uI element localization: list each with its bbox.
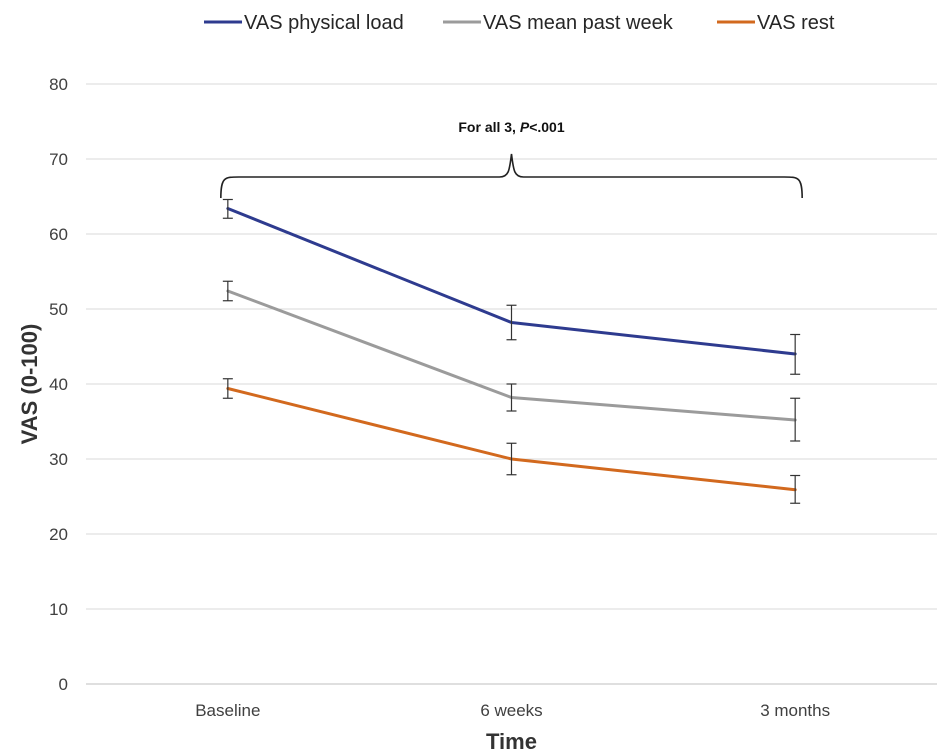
legend-item: VAS mean past week — [443, 12, 674, 34]
error-bar — [790, 333, 801, 375]
x-tick-label: Baseline — [195, 701, 260, 720]
series-1 — [222, 198, 801, 375]
y-tick-label-10: 10 — [49, 600, 68, 619]
legend-label: VAS rest — [757, 12, 835, 34]
error-bar — [506, 442, 517, 476]
error-bar — [222, 378, 233, 399]
legend-label: VAS mean past week — [483, 12, 674, 34]
error-bar — [506, 383, 517, 412]
significance-bracket: For all 3, P<.001 — [220, 119, 803, 199]
legend: VAS physical load VAS mean past week VAS r… — [204, 12, 835, 34]
y-tick-label-0: 0 — [59, 675, 68, 694]
error-bar — [790, 397, 801, 442]
y-tick-label-70: 70 — [49, 150, 68, 169]
annotation-prefix: For all 3, — [458, 119, 519, 135]
x-tick-label: 3 months — [760, 701, 830, 720]
series-3 — [222, 378, 801, 504]
x-tick-label: 6 weeks — [480, 701, 542, 720]
y-tick-label-30: 30 — [49, 450, 68, 469]
y-tick-label-60: 60 — [49, 225, 68, 244]
error-bar — [506, 304, 517, 341]
annotation-p: P — [520, 119, 530, 135]
y-axis-ticks: 0 10 20 30 40 50 60 70 80 — [49, 75, 68, 694]
series-2 — [222, 280, 801, 442]
y-tick-label-20: 20 — [49, 525, 68, 544]
significance-annotation: For all 3, P<.001 — [458, 119, 564, 135]
annotation-suffix: <.001 — [529, 119, 565, 135]
legend-item: VAS rest — [717, 12, 835, 34]
error-bar — [790, 474, 801, 504]
legend-item: VAS physical load — [204, 12, 404, 34]
y-axis-title: VAS (0-100) — [17, 324, 42, 445]
y-tick-label-50: 50 — [49, 300, 68, 319]
legend-label: VAS physical load — [244, 12, 404, 34]
y-tick-label-40: 40 — [49, 375, 68, 394]
error-bar — [222, 198, 233, 219]
error-bar — [222, 280, 233, 302]
series-group — [222, 198, 801, 504]
x-axis-title: Time — [486, 729, 537, 754]
x-axis-ticks: Baseline 6 weeks 3 months — [195, 701, 830, 720]
y-tick-label-80: 80 — [49, 75, 68, 94]
bracket-line — [220, 153, 803, 199]
